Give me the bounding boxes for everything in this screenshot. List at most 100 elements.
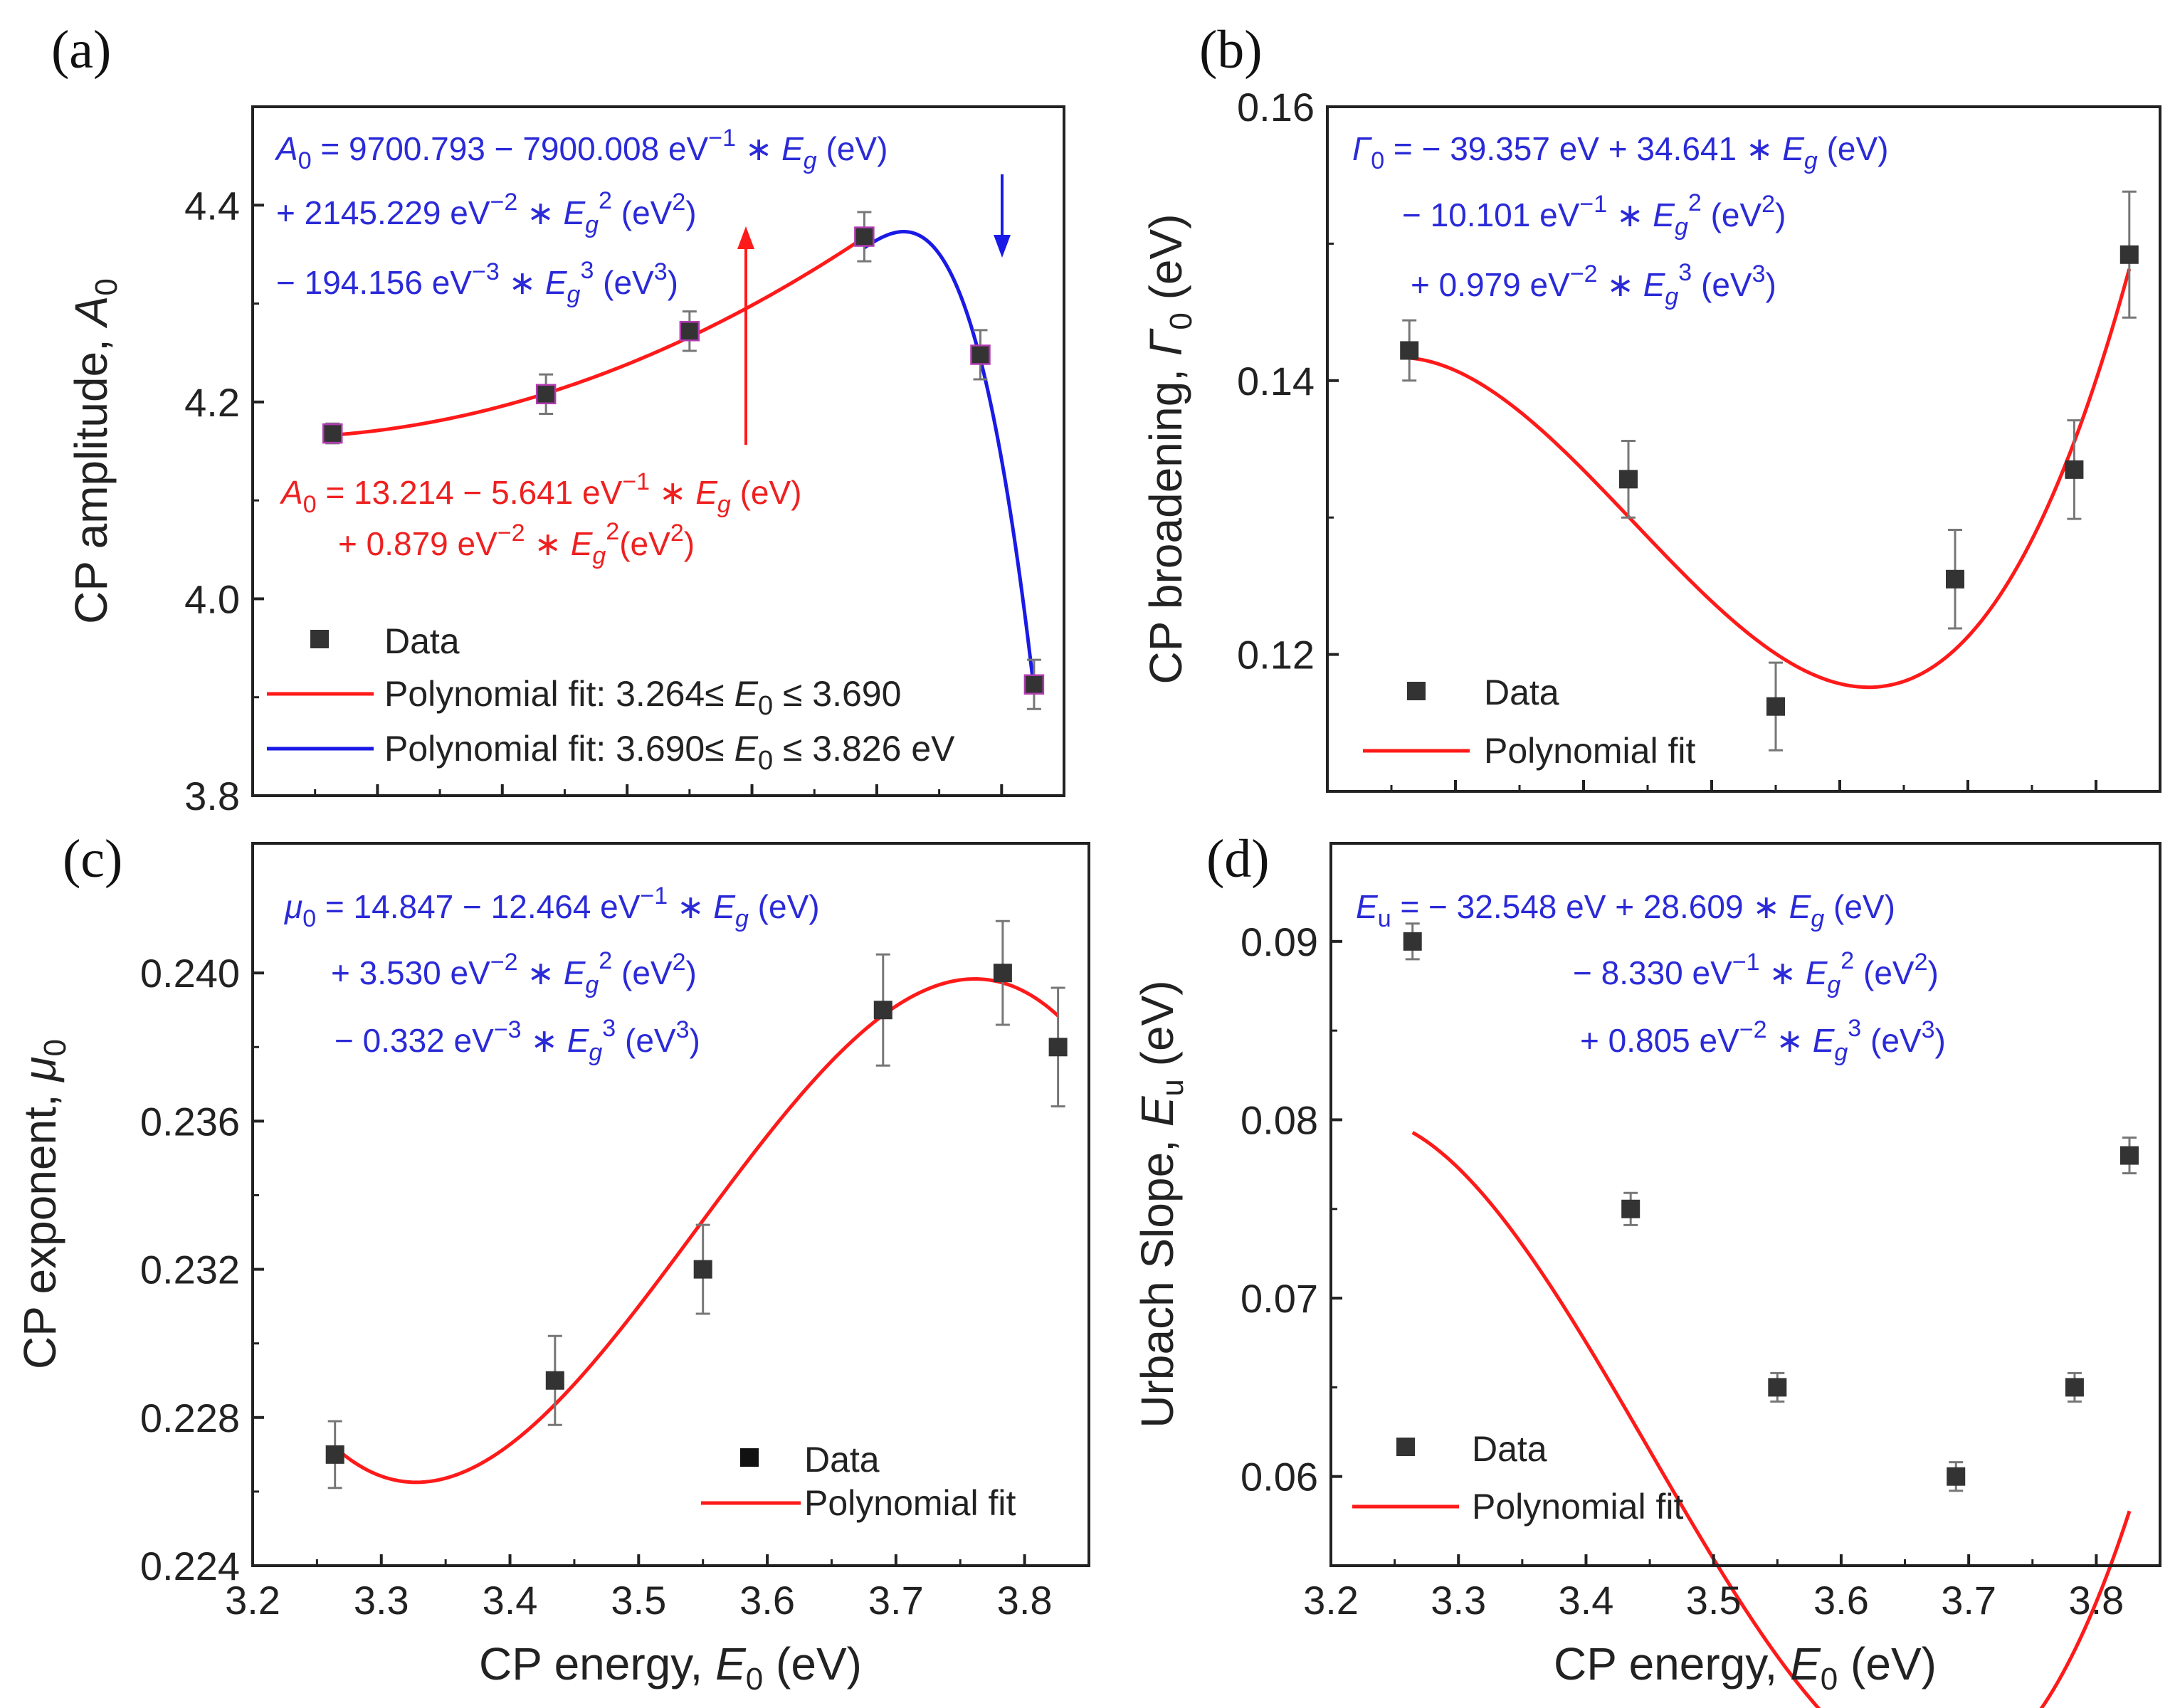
fit-curve-0-0	[332, 236, 865, 437]
data-point-3-3	[1947, 1467, 1966, 1486]
equation-blue-a: A0 = 9700.793 − 7900.008 eV−1 ∗ Eg (eV) …	[274, 125, 888, 308]
legend-c-data-label: Data	[804, 1440, 880, 1480]
data-point-2-2	[693, 1260, 712, 1279]
legend-d-data-label: Data	[1472, 1429, 1547, 1469]
panel-label-a: (a)	[51, 20, 111, 80]
legend-d: Data Polynomial fit	[1352, 1429, 1683, 1527]
eq-d-line-3: + 0.805 eV−2 ∗ Eg3 (eV3)	[1580, 1015, 1946, 1066]
data-point-1-5	[2119, 245, 2139, 264]
fit-curve-0-1	[863, 230, 1036, 691]
data-point-1-0	[1400, 341, 1419, 360]
panel-b: (b) 0.120.140.16 CP broadening, Γ0 (eV) …	[1140, 20, 2161, 793]
eq-b-line-3: + 0.979 eV−2 ∗ Eg3 (eV3)	[1411, 259, 1776, 310]
ytick-label-2-4: 0.240	[140, 951, 240, 996]
x-axis-title-c: CP energy, E0 (eV)	[479, 1638, 862, 1697]
legend-c-data-marker	[740, 1448, 759, 1467]
data-point-0-1	[535, 384, 557, 405]
data-point-2-4	[993, 964, 1012, 983]
legend-c-fit-label: Polynomial fit	[804, 1483, 1016, 1523]
y-axis-title-b: CP broadening, Γ0 (eV)	[1140, 214, 1199, 684]
ytick-label-3-3: 0.09	[1241, 919, 1318, 964]
data-point-1-1	[1619, 470, 1638, 489]
legend-d-data-marker	[1396, 1438, 1415, 1456]
ytick-label-2-2: 0.232	[140, 1248, 240, 1292]
data-point-0-2	[679, 321, 700, 342]
equation-blue-d: Eu = − 32.548 eV + 28.609 ∗ Eg (eV) − 8.…	[1356, 888, 1946, 1066]
plot-frame-a	[251, 105, 1065, 797]
eq-d-line-1: Eu = − 32.548 eV + 28.609 ∗ Eg (eV)	[1356, 888, 1895, 932]
xtick-label-3-2: 3.4	[1559, 1578, 1614, 1623]
legend-b-data-marker	[1407, 682, 1426, 700]
ytick-label-0-1: 4.0	[184, 576, 240, 621]
fit-curve-1-0	[1408, 268, 2132, 690]
legend-c: Data Polynomial fit	[701, 1440, 1016, 1523]
eq-d-line-2: − 8.330 eV−1 ∗ Eg2 (eV2)	[1573, 947, 1939, 998]
eq-a-blue-line-1: A0 = 9700.793 − 7900.008 eV−1 ∗ Eg (eV)	[274, 125, 888, 174]
fit-curve-3-0	[1411, 1131, 2132, 1708]
legend-d-fit-label: Polynomial fit	[1472, 1487, 1683, 1527]
xtick-label-2-0: 3.2	[225, 1578, 280, 1623]
y-axis-title-c: CP exponent, μ0	[14, 1039, 73, 1369]
xtick-label-3-3: 3.5	[1686, 1578, 1742, 1623]
plot-frame-b	[1326, 105, 2161, 793]
data-point-3-5	[2119, 1146, 2139, 1165]
eq-b-line-1: Γ0 = − 39.357 eV + 34.641 ∗ Eg (eV)	[1352, 130, 1888, 174]
legend-a-data-label: Data	[384, 621, 460, 661]
data-point-1-2	[1766, 697, 1785, 716]
ytick-label-1-1: 0.14	[1237, 359, 1315, 404]
data-point-0-0	[322, 423, 343, 444]
ytick-label-0-2: 4.2	[184, 380, 240, 425]
eq-a-blue-line-2: + 2145.229 eV−2 ∗ Eg2 (eV2)	[276, 187, 697, 238]
data-point-3-1	[1621, 1199, 1641, 1218]
xtick-label-2-5: 3.7	[868, 1578, 924, 1623]
data-point-2-3	[873, 1001, 892, 1020]
ytick-label-0-3: 4.4	[184, 183, 240, 228]
eq-c-line-3: − 0.332 eV−3 ∗ Eg3 (eV3)	[335, 1015, 700, 1066]
eq-c-line-1: μ0 = 14.847 − 12.464 eV−1 ∗ Eg (eV)	[284, 882, 820, 932]
ytick-label-2-3: 0.236	[140, 1099, 240, 1144]
eq-b-line-2: − 10.101 eV−1 ∗ Eg2 (eV2)	[1402, 189, 1786, 241]
data-point-1-4	[2065, 460, 2084, 479]
legend-a: Data Polynomial fit: 3.264≤ E0 ≤ 3.690 P…	[267, 621, 955, 776]
panel-label-c: (c)	[63, 829, 122, 889]
equation-red-a: A0 = 13.214 − 5.641 eV−1 ∗ Eg (eV) + 0.8…	[279, 468, 801, 569]
fit-curve-2-0	[334, 977, 1060, 1485]
xtick-label-3-5: 3.7	[1941, 1578, 1996, 1623]
xtick-label-3-6: 3.8	[2068, 1578, 2124, 1623]
legend-a-fit2-label: Polynomial fit: 3.690≤ E0 ≤ 3.826 eV	[384, 729, 955, 776]
xtick-label-3-4: 3.6	[1813, 1578, 1869, 1623]
data-point-3-0	[1403, 932, 1422, 951]
ytick-label-3-1: 0.07	[1241, 1276, 1318, 1321]
arrow-blue-a	[994, 174, 1011, 258]
ytick-label-0-0: 3.8	[184, 774, 240, 818]
ytick-label-3-0: 0.06	[1241, 1455, 1318, 1499]
data-point-2-0	[325, 1445, 344, 1464]
ytick-label-2-1: 0.228	[140, 1396, 240, 1440]
eq-a-red-line-2: + 0.879 eV−2 ∗ Eg2(eV2)	[338, 518, 695, 569]
data-point-2-1	[545, 1371, 564, 1390]
panel-label-b: (b)	[1199, 20, 1263, 80]
data-point-0-4	[970, 344, 991, 365]
xtick-label-2-6: 3.8	[997, 1578, 1053, 1623]
data-point-3-2	[1768, 1378, 1787, 1397]
xtick-label-3-1: 3.3	[1431, 1578, 1486, 1623]
ytick-label-1-0: 0.12	[1237, 633, 1315, 678]
xtick-label-3-0: 3.2	[1303, 1578, 1359, 1623]
xtick-label-2-1: 3.3	[354, 1578, 409, 1623]
equation-blue-c: μ0 = 14.847 − 12.464 eV−1 ∗ Eg (eV) + 3.…	[284, 882, 820, 1066]
eq-a-red-line-1: A0 = 13.214 − 5.641 eV−1 ∗ Eg (eV)	[279, 468, 801, 518]
data-point-0-5	[1023, 674, 1045, 695]
data-point-2-5	[1048, 1038, 1068, 1057]
panel-a: (a) 3.8 4.0 4.2 4.4 CP amplitude, A0 A0 = 9…	[51, 20, 1065, 818]
data-point-3-4	[2065, 1378, 2084, 1397]
plot-frame-c	[251, 842, 1090, 1567]
legend-b: Data Polynomial fit	[1363, 673, 1695, 771]
plot-frame-d	[1329, 842, 2161, 1567]
legend-b-data-label: Data	[1484, 673, 1559, 712]
ytick-label-3-2: 0.08	[1241, 1097, 1318, 1142]
xtick-label-2-3: 3.5	[611, 1578, 666, 1623]
xtick-label-2-2: 3.4	[483, 1578, 538, 1623]
xtick-label-2-4: 3.6	[739, 1578, 795, 1623]
ytick-label-1-2: 0.16	[1237, 85, 1315, 130]
